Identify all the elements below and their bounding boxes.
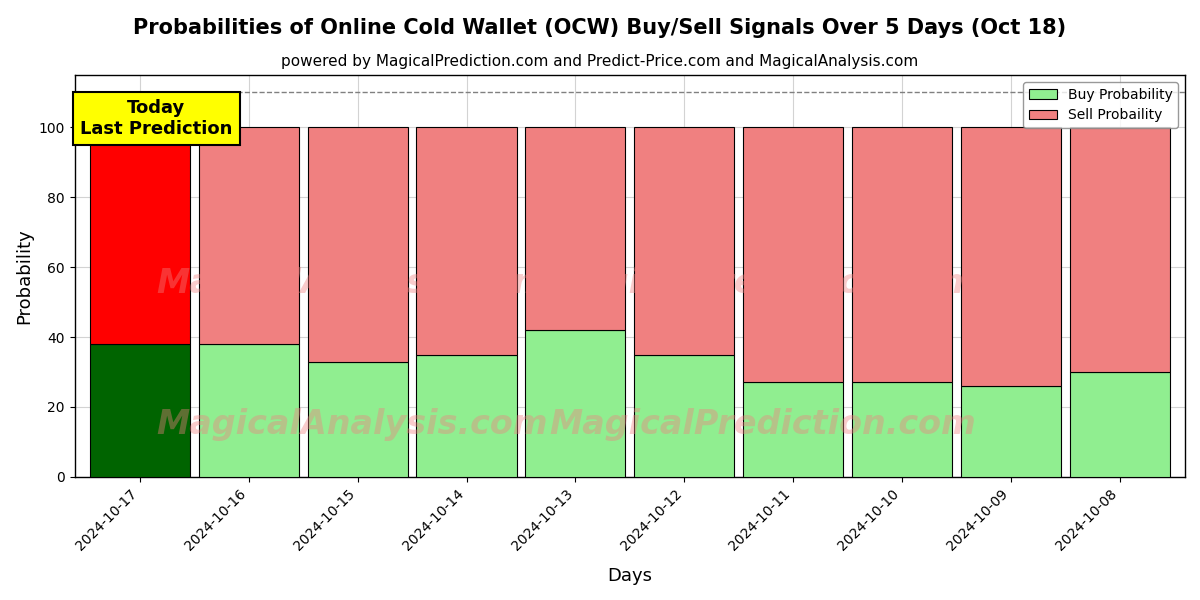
Text: Today
Last Prediction: Today Last Prediction: [80, 100, 233, 138]
X-axis label: Days: Days: [607, 567, 653, 585]
Bar: [852, 382, 952, 477]
Bar: [1069, 372, 1170, 477]
Bar: [526, 330, 625, 477]
Bar: [307, 127, 408, 362]
Bar: [199, 344, 299, 477]
Bar: [416, 355, 517, 477]
Bar: [307, 362, 408, 477]
Bar: [634, 127, 734, 355]
Bar: [743, 127, 844, 382]
Bar: [1069, 127, 1170, 372]
Legend: Buy Probability, Sell Probaility: Buy Probability, Sell Probaility: [1024, 82, 1178, 128]
Text: MagicalPrediction.com: MagicalPrediction.com: [550, 268, 977, 301]
Bar: [416, 127, 517, 355]
Y-axis label: Probability: Probability: [16, 228, 34, 324]
Bar: [90, 127, 190, 344]
Bar: [961, 386, 1061, 477]
Text: MagicalAnalysis.com: MagicalAnalysis.com: [156, 268, 548, 301]
Bar: [526, 127, 625, 330]
Text: Probabilities of Online Cold Wallet (OCW) Buy/Sell Signals Over 5 Days (Oct 18): Probabilities of Online Cold Wallet (OCW…: [133, 18, 1067, 38]
Bar: [634, 355, 734, 477]
Bar: [90, 344, 190, 477]
Bar: [743, 382, 844, 477]
Bar: [199, 127, 299, 344]
Bar: [961, 127, 1061, 386]
Text: MagicalPrediction.com: MagicalPrediction.com: [550, 408, 977, 441]
Text: powered by MagicalPrediction.com and Predict-Price.com and MagicalAnalysis.com: powered by MagicalPrediction.com and Pre…: [281, 54, 919, 69]
Text: MagicalAnalysis.com: MagicalAnalysis.com: [156, 408, 548, 441]
Bar: [852, 127, 952, 382]
